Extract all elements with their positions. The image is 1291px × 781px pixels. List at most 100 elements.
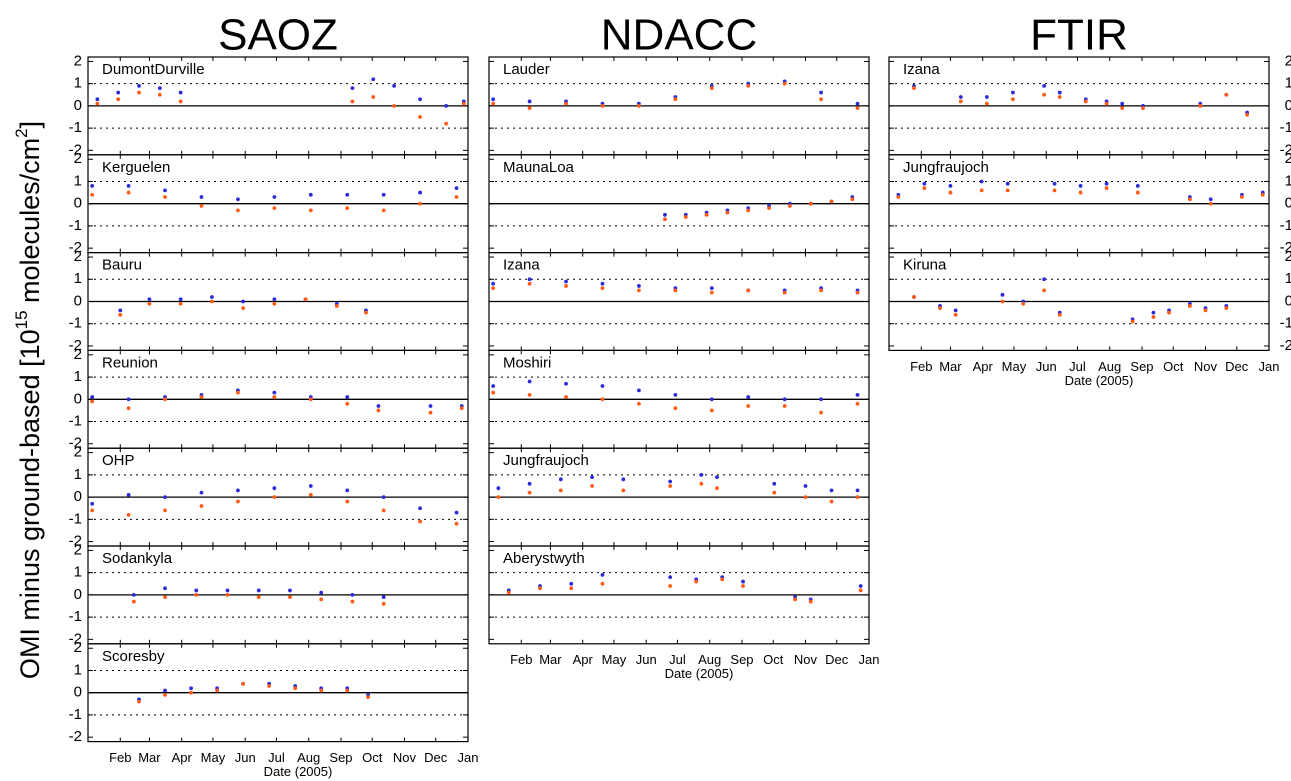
station-name: MaunaLoa (503, 159, 575, 176)
data-point (454, 195, 459, 199)
y-tick-label: -1 (69, 119, 82, 136)
x-axis-label: Date (2005) (264, 764, 333, 779)
data-point (272, 195, 277, 199)
data-point (236, 197, 240, 202)
data-point (527, 99, 532, 104)
data-point (418, 115, 423, 119)
y-tick-label: 1 (1285, 172, 1291, 189)
data-point (199, 395, 204, 399)
y-tick-label: 1 (1285, 270, 1291, 287)
data-point (1057, 90, 1062, 95)
x-tick-label: Oct (1163, 359, 1184, 374)
x-tick-label: Sep (1130, 359, 1153, 374)
data-point (491, 390, 496, 395)
data-point (272, 301, 277, 306)
data-point (600, 286, 605, 291)
data-point (600, 384, 605, 388)
data-point (803, 484, 808, 488)
data-point (126, 184, 131, 188)
data-point (819, 288, 824, 293)
x-tick-label: Jul (1069, 359, 1086, 374)
data-point (241, 299, 246, 304)
data-point (381, 601, 386, 606)
data-point (491, 281, 496, 286)
data-point (345, 192, 350, 197)
data-point (1005, 181, 1010, 186)
data-point (236, 499, 240, 504)
data-point (1021, 301, 1026, 306)
data-point (118, 312, 123, 317)
data-point (782, 290, 787, 295)
data-point (267, 684, 272, 688)
column-title: FTIR (1030, 11, 1128, 60)
data-point (600, 572, 605, 577)
y-tick-label: 0 (74, 195, 82, 212)
label-part: OMI minus ground-based [10 (15, 329, 45, 679)
data-point (376, 404, 381, 408)
y-tick-label: -2 (69, 239, 82, 256)
data-point (683, 215, 688, 219)
data-point (527, 106, 532, 111)
data-point (694, 579, 699, 584)
data-point (673, 392, 678, 397)
x-tick-label: Aug (698, 652, 721, 667)
station-name: Sodankyla (102, 550, 173, 567)
y-tick-label: 2 (1285, 150, 1291, 167)
data-point (381, 595, 386, 600)
data-point (1104, 101, 1109, 106)
data-point (1260, 192, 1265, 197)
data-point (163, 508, 167, 513)
data-point (1052, 188, 1057, 193)
x-tick-label: Aug (1098, 359, 1121, 374)
data-point (381, 508, 386, 513)
data-point (319, 590, 324, 595)
y-tick-label: 1 (74, 661, 82, 678)
x-tick-label: May (201, 750, 226, 765)
data-point (746, 288, 751, 293)
data-point (303, 297, 308, 302)
data-point (984, 95, 989, 99)
data-point (767, 206, 771, 211)
data-point (746, 395, 751, 399)
data-point (95, 101, 100, 106)
data-point (163, 688, 167, 693)
data-point (272, 390, 277, 395)
data-point (293, 686, 298, 691)
y-tick-label: 2 (74, 52, 82, 69)
y-tick-label: -2 (69, 630, 82, 647)
y-tick-label: 2 (74, 444, 82, 461)
data-point (126, 190, 131, 195)
data-point (953, 308, 958, 313)
data-point (491, 101, 496, 106)
x-tick-label: Jun (636, 652, 657, 667)
data-point (364, 310, 368, 315)
data-point (855, 106, 860, 111)
y-tick-label: 1 (74, 270, 82, 287)
station-name: Moshiri (503, 354, 551, 371)
data-point (350, 599, 355, 604)
data-point (699, 472, 704, 477)
x-tick-label: Jul (268, 750, 285, 765)
data-point (376, 408, 381, 413)
data-point (527, 277, 532, 282)
data-point (147, 297, 152, 302)
data-point (948, 184, 953, 188)
y-tick-label: 0 (74, 684, 82, 701)
data-point (157, 92, 162, 97)
data-point (782, 397, 787, 402)
data-point (1042, 288, 1047, 293)
data-point (564, 381, 568, 386)
x-tick-label: Jan (859, 652, 880, 667)
y-tick-label: 1 (74, 75, 82, 92)
station-name: Izana (903, 61, 940, 78)
data-point (1130, 319, 1135, 324)
data-point (709, 286, 714, 291)
y-tick-label: 0 (74, 488, 82, 505)
data-point (600, 581, 605, 586)
y-tick-label: 2 (1285, 248, 1291, 265)
data-point (345, 499, 350, 504)
data-point (621, 488, 626, 493)
data-point (819, 90, 824, 95)
data-point (746, 208, 751, 213)
y-tick-label: -1 (69, 217, 82, 234)
